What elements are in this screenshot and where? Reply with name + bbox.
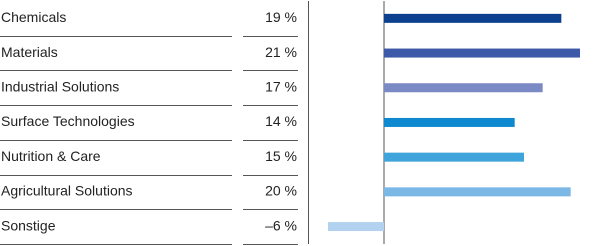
category-label: Materials [1, 44, 58, 60]
bar [384, 48, 580, 58]
bar [328, 222, 384, 232]
bar [384, 152, 524, 162]
bar [384, 117, 515, 127]
value-label: 20 % [265, 183, 297, 199]
value-label: 19 % [265, 9, 297, 25]
category-label: Industrial Solutions [1, 78, 119, 94]
category-label: Sonstige [1, 217, 56, 233]
category-label: Nutrition & Care [1, 148, 101, 164]
category-label: Surface Technologies [1, 113, 135, 129]
bar [384, 13, 562, 23]
value-label: –6 % [265, 217, 297, 233]
category-label: Chemicals [1, 9, 66, 25]
category-label: Agricultural Solutions [1, 183, 133, 199]
bar [384, 83, 543, 93]
bar [384, 187, 571, 197]
value-label: 21 % [265, 44, 297, 60]
value-label: 15 % [265, 148, 297, 164]
value-label: 14 % [265, 113, 297, 129]
value-label: 17 % [265, 78, 297, 94]
